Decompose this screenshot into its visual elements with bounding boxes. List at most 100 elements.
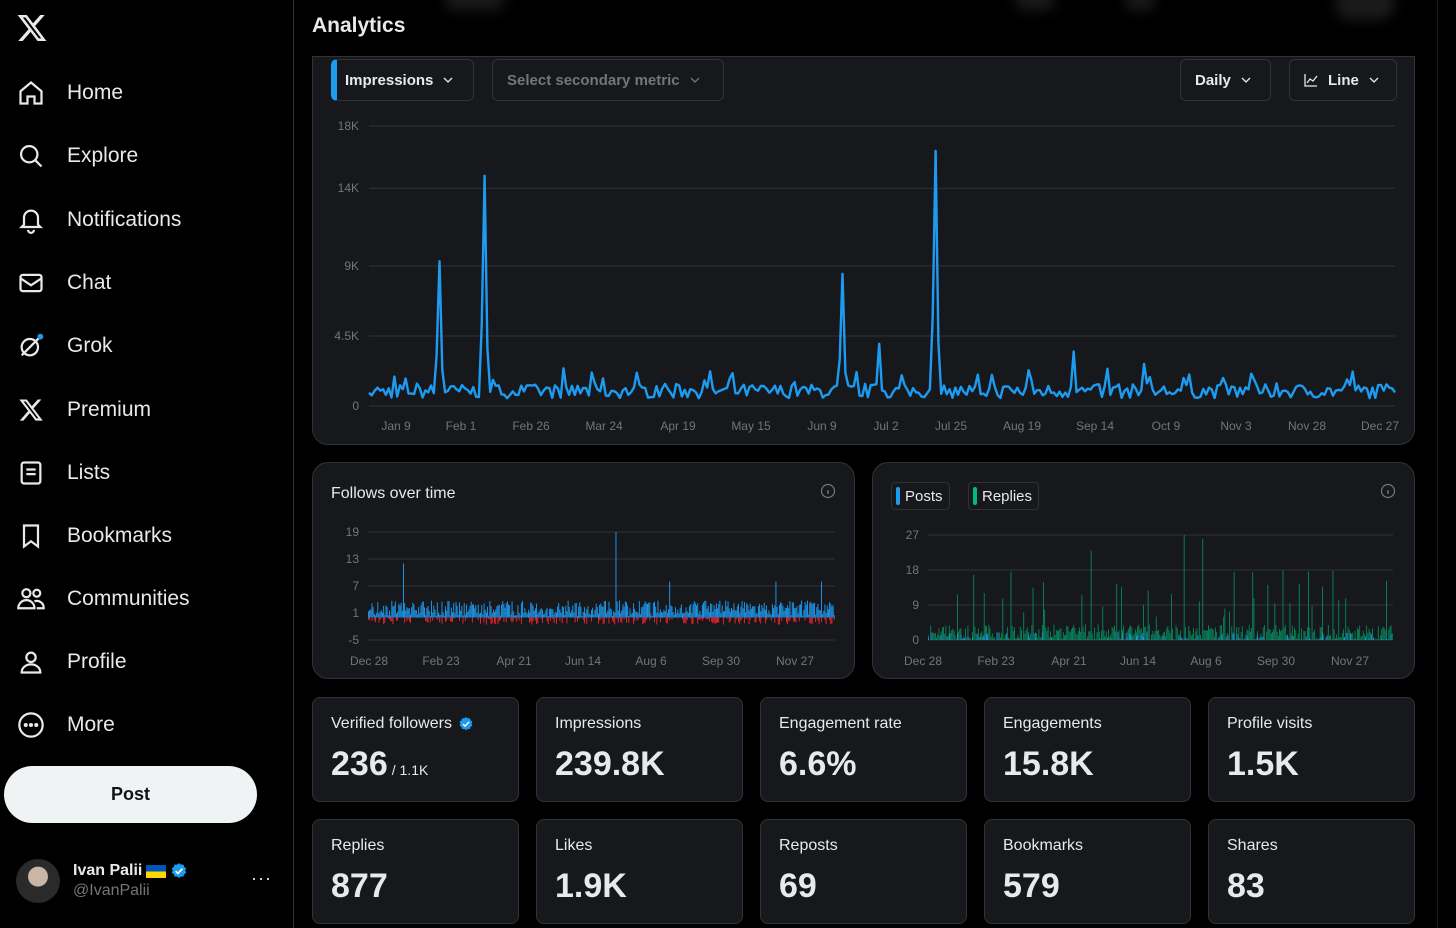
- posts-bar: [1029, 638, 1030, 640]
- info-icon[interactable]: [1380, 483, 1396, 499]
- follows-bar-positive: [404, 603, 406, 618]
- follows-bar-positive: [587, 606, 589, 618]
- stat-value: 579: [1003, 867, 1060, 905]
- follows-bar-positive: [749, 603, 751, 618]
- replies-bar: [1118, 630, 1120, 640]
- follows-bar-negative: [426, 617, 428, 622]
- bookmark-icon: [16, 521, 46, 551]
- follows-bar-positive: [682, 613, 683, 618]
- posts-bar: [946, 636, 948, 640]
- person-icon: [16, 647, 46, 677]
- nav-item-more[interactable]: More: [16, 700, 115, 750]
- follows-bar-negative: [406, 617, 408, 622]
- follows-bar-positive: [684, 612, 686, 618]
- replies-bar: [1267, 584, 1269, 640]
- nav-item-grok[interactable]: Grok: [16, 321, 113, 371]
- stat-value: 239.8K: [555, 745, 665, 783]
- follows-bar-positive: [783, 610, 785, 618]
- replies-bar: [1245, 634, 1247, 640]
- chart-type-dropdown[interactable]: Line: [1289, 59, 1397, 101]
- primary-metric-dropdown[interactable]: Impressions: [331, 59, 474, 101]
- follows-bar-positive: [555, 612, 557, 618]
- follows-bar-positive: [643, 603, 645, 618]
- scrollbar[interactable]: [1437, 0, 1456, 928]
- follows-bar-positive: [704, 601, 706, 618]
- follows-bar-positive: [756, 613, 758, 618]
- replies-bar: [1044, 609, 1046, 640]
- posts-bar: [1034, 632, 1036, 640]
- nav-item-profile[interactable]: Profile: [16, 637, 127, 687]
- follows-bar-negative: [781, 617, 783, 621]
- follows-bar-chart[interactable]: 19 13 7 1 -5 Dec 28 Feb 23 Apr 21 Jun 14 Aug 6 Sep…: [313, 463, 855, 679]
- follows-bar-negative: [692, 617, 694, 624]
- follows-bar-negative: [586, 617, 588, 625]
- follows-bar-positive: [428, 610, 430, 618]
- replies-bar: [969, 638, 971, 640]
- replies-bar: [1077, 631, 1079, 640]
- granularity-dropdown[interactable]: Daily: [1180, 59, 1271, 101]
- follows-bar-positive: [565, 605, 567, 618]
- replies-bar: [1148, 624, 1150, 640]
- follows-bar-negative: [536, 617, 538, 624]
- posts-bar: [972, 637, 973, 640]
- replies-bar: [1380, 635, 1382, 640]
- follows-bar-negative: [809, 617, 811, 624]
- follows-bar-positive: [414, 610, 416, 618]
- nav-item-premium[interactable]: Premium: [16, 385, 151, 435]
- follows-bar-positive: [550, 608, 552, 618]
- posts-bar: [1162, 635, 1164, 640]
- posts-bar: [1287, 634, 1289, 640]
- info-icon[interactable]: [820, 483, 836, 499]
- replies-bar: [972, 632, 973, 640]
- secondary-metric-dropdown[interactable]: Select secondary metric: [492, 59, 724, 101]
- follows-bar-positive: [403, 563, 404, 618]
- follows-bar-positive: [759, 603, 761, 618]
- replies-bar: [1100, 638, 1101, 640]
- legend-posts[interactable]: Posts: [891, 482, 950, 510]
- follows-bar-positive: [790, 614, 792, 618]
- legend-replies-label: Replies: [982, 487, 1033, 505]
- follows-bar-positive: [690, 604, 692, 618]
- x-tick-label: Feb 23: [977, 654, 1015, 668]
- replies-bar: [1033, 633, 1035, 640]
- follows-bar-positive: [774, 605, 776, 618]
- follows-bar-negative: [833, 617, 835, 620]
- follows-bar-positive: [803, 609, 805, 618]
- follows-bar-positive: [433, 605, 435, 618]
- x-tick-label: Apr 21: [1051, 654, 1087, 668]
- post-button[interactable]: Post: [4, 766, 257, 823]
- x-logo-icon[interactable]: [16, 12, 48, 44]
- posts-replies-bar-chart[interactable]: 27 18 9 0 Dec 28 Feb 23 Apr 21 Jun 14 Aug 6 Sep 3…: [873, 463, 1415, 679]
- nav-item-chat[interactable]: Chat: [16, 258, 111, 308]
- legend-replies[interactable]: Replies: [968, 482, 1040, 510]
- nav-item-bookmarks[interactable]: Bookmarks: [16, 511, 172, 561]
- account-switcher[interactable]: Ivan Palii @IvanPalii ···: [16, 856, 286, 906]
- follows-bar-positive: [446, 610, 448, 618]
- follows-bar-positive: [373, 614, 375, 618]
- replies-bar: [1210, 627, 1212, 640]
- impressions-line-chart[interactable]: 18K 14K 9K 4.5K 0 Jan 9 Feb 1 Feb 26 Mar 24 Apr 1…: [313, 57, 1415, 445]
- nav-item-home[interactable]: Home: [16, 68, 123, 118]
- nav-item-communities[interactable]: Communities: [16, 574, 190, 624]
- posts-bar: [1309, 637, 1311, 640]
- follows-bar-positive: [652, 602, 654, 618]
- replies-bar: [1354, 631, 1356, 640]
- replies-bar: [937, 634, 939, 640]
- follows-bar-positive: [806, 600, 808, 618]
- stat-label: Replies: [331, 837, 385, 854]
- replies-bar: [1358, 629, 1359, 640]
- nav-item-explore[interactable]: Explore: [16, 131, 138, 181]
- account-more-icon[interactable]: ···: [251, 868, 272, 888]
- nav-item-lists[interactable]: Lists: [16, 448, 110, 498]
- follows-bar-positive: [592, 607, 594, 618]
- replies-bar: [1195, 631, 1197, 640]
- nav-item-notifications[interactable]: Notifications: [16, 195, 181, 245]
- follows-bar-positive: [573, 612, 575, 618]
- follows-bar-positive: [769, 613, 771, 618]
- follows-bar-positive: [725, 600, 727, 618]
- follows-bar-positive: [369, 610, 371, 618]
- replies-bar: [1197, 635, 1199, 640]
- follows-bar-positive: [557, 606, 559, 618]
- follows-bar-positive: [679, 607, 681, 618]
- replies-bar: [1225, 636, 1227, 640]
